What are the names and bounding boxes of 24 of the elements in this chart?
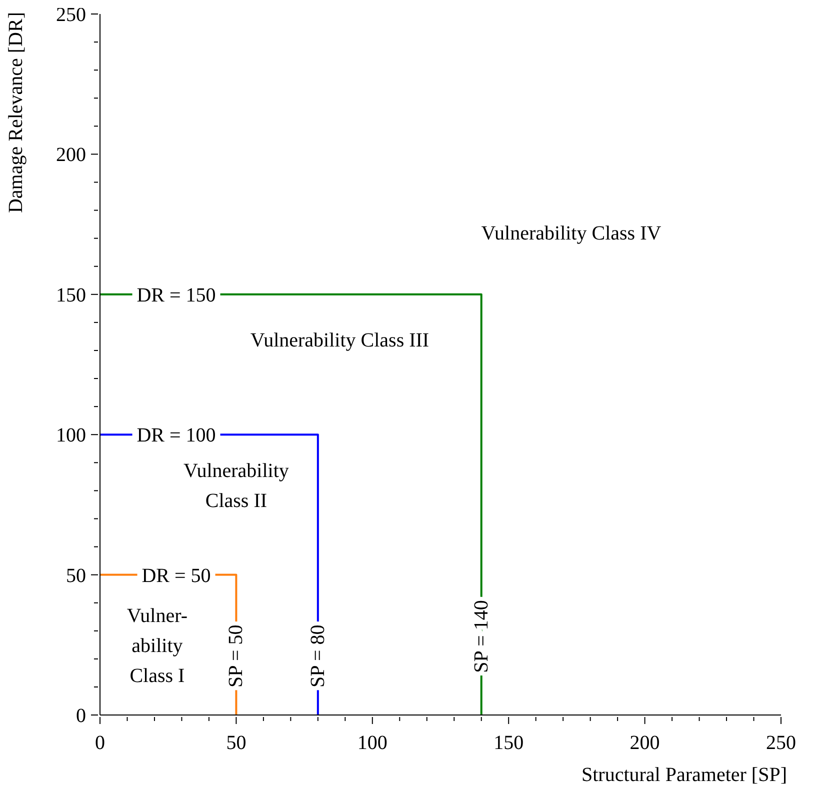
- x-axis-title: Structural Parameter [SP]: [582, 764, 787, 786]
- y-tick-label: 200: [56, 144, 86, 166]
- annotation: SP = 140: [470, 600, 492, 673]
- y-tick-label: 150: [56, 284, 86, 306]
- x-tick-label: 200: [630, 732, 660, 754]
- y-tick-label: 50: [66, 564, 86, 587]
- annotation: Vulner- ability Class I: [126, 604, 188, 687]
- y-tick-label: 250: [56, 4, 86, 26]
- annotation: Vulnerability Class IV: [481, 222, 662, 245]
- annotation: Vulnerability Class II: [183, 460, 289, 512]
- x-tick-label: 250: [766, 732, 796, 754]
- y-tick-label: 0: [76, 705, 86, 727]
- x-tick-label: 50: [226, 732, 246, 754]
- y-axis-title: Damage Relevance [DR]: [5, 12, 27, 214]
- annotation: SP = 50: [225, 624, 248, 688]
- annotation: DR = 50: [142, 564, 211, 587]
- y-tick-label: 100: [56, 424, 86, 447]
- annotation: SP = 80: [306, 624, 329, 688]
- x-tick-label: 150: [494, 732, 524, 754]
- x-tick-label: 0: [95, 732, 105, 754]
- annotation: Vulnerability Class III: [250, 329, 430, 352]
- annotation: DR = 150: [136, 284, 216, 306]
- annotation: DR = 100: [136, 424, 216, 447]
- x-tick-label: 100: [357, 732, 388, 754]
